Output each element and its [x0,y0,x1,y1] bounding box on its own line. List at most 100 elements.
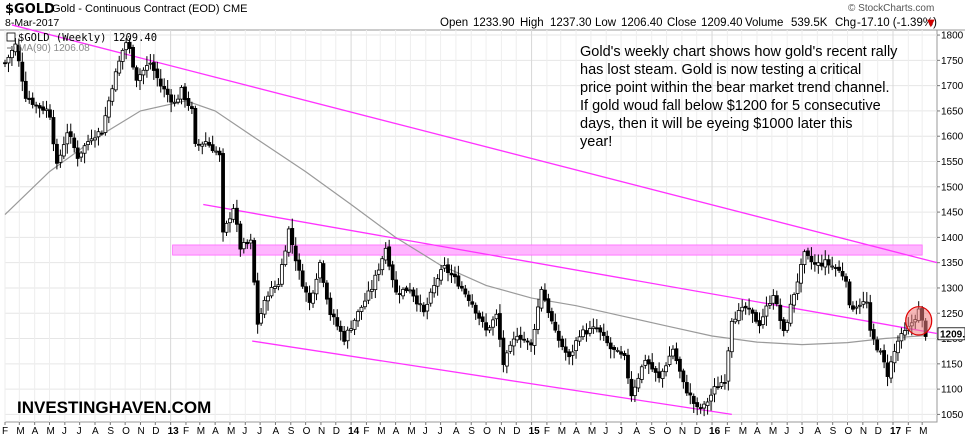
price-bar-body [740,306,745,312]
annotation-line: price point within the bear market trend… [580,80,890,96]
y-axis: 1050110011501200125013001350140014501500… [937,31,964,421]
annotation-line: days, then it will be eyeing $1000 later… [580,116,852,132]
y-tick-label: 1650 [941,106,964,117]
price-bar-body [598,327,603,333]
price-bar-body [82,145,87,154]
price-bar-body [570,351,575,356]
price-bar-body [221,153,225,233]
price-bar-body [255,280,260,325]
x-tick-label: M [739,426,747,436]
price-bar-body [16,44,21,62]
price-bar-body [376,269,381,275]
annotation-line: year! [580,134,612,150]
price-bar-body [23,80,28,99]
price-bar-body [297,259,302,271]
price-bar-body [307,292,312,303]
x-tick-label: M [558,426,566,436]
trendline-3 [252,340,732,416]
price-bar-body [318,262,322,279]
x-tick-label: A [393,426,400,436]
x-tick-label: A [32,426,39,436]
x-tick-label: S [649,426,656,436]
x-tick-label: M [197,426,205,436]
price-bar-body [899,333,904,342]
price-bar-body [228,218,232,224]
price-bar-body [373,274,378,291]
chart-date: 8-Mar-2017 [5,17,59,29]
price-bar-body [151,62,156,71]
price-bar-body [612,347,617,350]
price-bar-body [878,350,883,353]
x-tick-label: M [16,426,24,436]
price-bar-body [556,330,561,341]
price-bar-body [68,131,73,137]
price-bar-body [875,339,880,351]
x-tick-label: S [107,426,114,436]
price-bar-body [477,312,482,319]
price-bar-body [487,327,492,331]
last-price-label: 1209. [940,329,965,340]
price-bar-body [830,265,835,268]
price-bar-body [380,258,385,271]
x-tick-label: N [137,426,144,436]
x-tick-label: S [288,426,295,436]
price-bar-body [885,362,890,377]
price-bar-body [44,108,49,111]
volume-label: Volume [745,17,783,29]
chg-label: Chg [835,17,856,29]
y-tick-label: 1350 [941,258,964,269]
price-bar-body [532,329,537,346]
price-bar-body [684,382,689,394]
low-value: 1206.40 [621,17,663,29]
y-tick-label: 1750 [941,56,964,67]
price-bar-body [747,307,752,310]
price-bar-body [688,392,693,396]
price-bar-body [705,401,710,406]
price-bar-body [761,316,765,325]
price-bar-body [27,97,32,100]
price-bar-body [511,338,516,347]
price-bar-body [141,69,146,76]
x-tick-label: A [212,426,219,436]
price-bar-body [643,359,648,366]
price-bar-body [795,281,800,294]
instrument-name: Gold - Continuous Contract (EOD) [52,3,220,15]
price-bar-body [113,71,118,91]
legend-price-swatch [6,32,16,42]
open-value: 1233.90 [473,17,515,29]
price-bar-body [622,353,627,356]
price-bar-body [778,304,783,321]
price-bar-body [560,338,565,348]
price-bar-body [459,285,464,289]
x-tick-label: O [483,426,491,436]
price-bar-body [408,289,412,292]
price-bar-body [328,297,333,315]
price-bar-body [89,138,94,142]
x-tick-label: A [573,426,580,436]
price-bar-body [851,305,855,310]
x-tick-label: F [724,426,730,436]
price-bar-body [480,316,485,322]
price-bar-body [802,251,807,265]
price-bar-body [390,264,395,281]
price-bar-body [681,370,686,383]
x-tick-label: A [272,426,279,436]
price-bar-body [601,331,606,336]
price-bar-body [293,245,298,262]
price-bar-body [702,403,707,409]
price-bar-body [34,104,39,107]
price-bar-body [279,264,284,285]
price-bar-body [456,275,461,287]
x-tick-label: 14 [348,426,360,436]
price-bar-body [276,284,281,287]
annotation-line: If gold woud fall below $1200 for 5 cons… [580,98,881,114]
price-bar-body [131,47,135,68]
x-tick-label: O [845,426,853,436]
price-bar-body [65,132,70,145]
price-bar-body [664,365,668,373]
price-bar-body [633,386,637,397]
price-bar-body [660,370,665,379]
price-bar-body [563,346,568,353]
annotation-line: has lost steam. Gold is now testing a cr… [580,62,861,78]
y-tick-label: 1800 [941,31,964,42]
